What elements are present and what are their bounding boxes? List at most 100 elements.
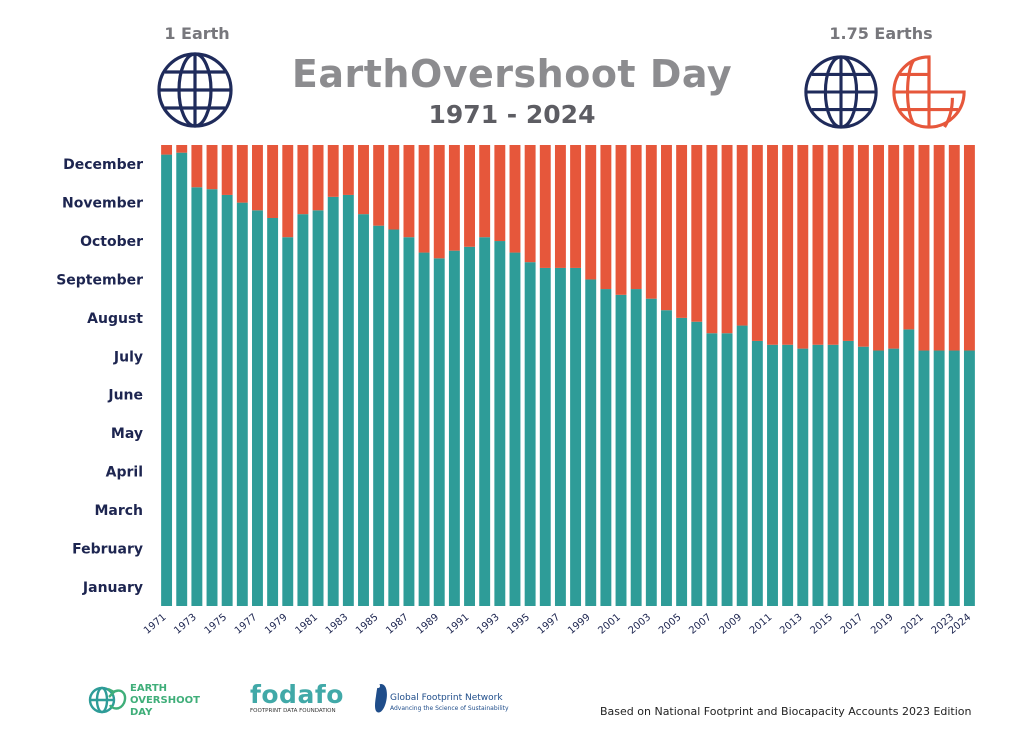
bar-consumed — [191, 187, 203, 606]
bar-consumed — [767, 344, 778, 606]
bar-consumed — [933, 350, 945, 606]
x-tick-label: 2005 — [657, 612, 684, 637]
x-tick-label: 1999 — [566, 612, 593, 637]
bar-overshoot — [554, 145, 566, 268]
bar-overshoot — [918, 145, 930, 351]
bar-overshoot — [418, 145, 430, 253]
bar-overshoot — [327, 145, 339, 197]
bar-consumed — [373, 225, 385, 607]
bar-overshoot — [539, 145, 551, 268]
bar-overshoot — [282, 145, 294, 238]
bar-consumed — [494, 241, 506, 607]
one-earth-label: 1 Earth — [164, 24, 230, 43]
bar-consumed — [297, 214, 309, 606]
bar-consumed — [221, 194, 233, 606]
earth-overshoot-logo-icon — [88, 686, 127, 714]
x-tick-label: 2013 — [778, 612, 805, 637]
bar-overshoot — [857, 145, 869, 347]
bar-consumed — [418, 252, 430, 606]
y-tick-label: March — [94, 503, 143, 519]
bar-overshoot — [645, 145, 657, 299]
bar-consumed — [282, 237, 294, 606]
bar-consumed — [706, 333, 718, 606]
bar-consumed — [585, 279, 597, 606]
earths-label: 1.75 Earths — [829, 24, 933, 43]
x-tick-label: 2011 — [748, 612, 775, 637]
bar-overshoot — [873, 145, 884, 351]
bar-consumed — [888, 348, 900, 606]
bar-overshoot — [767, 145, 778, 345]
x-tick-label: 1971 — [142, 612, 169, 637]
y-tick-label: June — [107, 388, 143, 404]
bar-consumed — [812, 344, 824, 606]
bar-overshoot — [903, 145, 915, 330]
bar-consumed — [358, 214, 369, 606]
x-tick-label: 2015 — [808, 612, 835, 637]
bar-consumed — [630, 289, 642, 606]
bar-consumed — [751, 340, 763, 606]
bar-consumed — [539, 267, 551, 606]
eod-logo-line: DAY — [130, 707, 153, 718]
y-tick-label: November — [62, 196, 143, 212]
x-tick-label: 1997 — [536, 612, 563, 637]
bar-overshoot — [888, 145, 900, 349]
bar-consumed — [918, 350, 930, 606]
bar-overshoot — [312, 145, 324, 211]
bar-consumed — [721, 333, 733, 606]
x-tick-label: 1983 — [324, 612, 351, 637]
y-tick-label: May — [111, 426, 143, 442]
bar-consumed — [161, 154, 173, 606]
x-tick-label: 2001 — [596, 612, 623, 637]
x-tick-label: 1979 — [263, 612, 290, 637]
bar-overshoot — [206, 145, 218, 190]
x-tick-label: 2009 — [718, 612, 745, 637]
bar-overshoot — [812, 145, 824, 345]
bar-overshoot — [661, 145, 672, 311]
bar-consumed — [252, 210, 263, 606]
bar-overshoot — [691, 145, 703, 322]
partial-globe-icon — [892, 55, 966, 129]
bar-consumed — [327, 196, 339, 607]
bar-overshoot — [676, 145, 688, 318]
eod-logo-line: EARTH — [130, 683, 168, 694]
x-tick-label: 1987 — [384, 612, 411, 637]
x-tick-label: 1989 — [415, 612, 442, 637]
bar-consumed — [448, 250, 460, 606]
chart-title: EarthOvershoot Day — [291, 52, 733, 96]
bar-overshoot — [948, 145, 960, 351]
bar-consumed — [645, 298, 657, 606]
bar-overshoot — [842, 145, 854, 341]
y-tick-label: December — [63, 157, 143, 173]
x-tick-label: 2021 — [899, 612, 926, 637]
bar-consumed — [267, 217, 279, 607]
x-tick-label: 1981 — [293, 612, 320, 637]
bar-consumed — [873, 350, 884, 606]
eod-logo-line: OVERSHOOT — [130, 695, 200, 706]
bar-overshoot — [797, 145, 809, 349]
bar-overshoot — [494, 145, 506, 242]
x-tick-label: 2017 — [839, 612, 866, 637]
x-tick-label: 1975 — [203, 612, 230, 637]
bar-consumed — [600, 289, 612, 606]
bar-overshoot — [252, 145, 263, 211]
bar-consumed — [464, 246, 475, 607]
x-tick-label: 1985 — [354, 612, 381, 637]
bar-consumed — [403, 237, 415, 606]
bar-consumed — [661, 310, 672, 606]
bar-overshoot — [600, 145, 612, 290]
x-tick-label: 1977 — [233, 612, 260, 637]
x-tick-label: 2003 — [627, 612, 654, 637]
x-tick-label: 2007 — [687, 612, 714, 637]
y-tick-label: January — [82, 580, 143, 596]
x-tick-label: 1991 — [445, 612, 472, 637]
bar-overshoot — [433, 145, 445, 259]
bar-consumed — [236, 202, 248, 607]
y-tick-label: February — [72, 541, 143, 557]
bar-overshoot — [963, 145, 975, 351]
globe-icon — [157, 52, 233, 128]
y-tick-label: April — [106, 465, 143, 481]
bar-overshoot — [782, 145, 794, 345]
bar-consumed — [388, 229, 400, 606]
bar-overshoot — [161, 145, 173, 155]
bar-consumed — [176, 152, 188, 606]
